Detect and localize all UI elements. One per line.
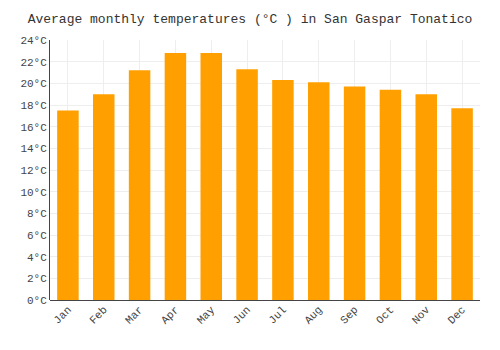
svg-text:14°C: 14°C bbox=[20, 143, 47, 155]
svg-text:12°C: 12°C bbox=[20, 165, 47, 177]
svg-text:4°C: 4°C bbox=[27, 252, 47, 264]
svg-text:24°C: 24°C bbox=[20, 35, 47, 47]
svg-text:8°C: 8°C bbox=[27, 208, 47, 220]
svg-text:Mar: Mar bbox=[123, 304, 145, 326]
svg-text:Feb: Feb bbox=[87, 304, 109, 326]
svg-text:6°C: 6°C bbox=[27, 230, 47, 242]
svg-text:Dec: Dec bbox=[446, 304, 468, 326]
svg-text:2°C: 2°C bbox=[27, 273, 47, 285]
svg-text:Average monthly temperatures (: Average monthly temperatures (°C ) in Sa… bbox=[28, 12, 473, 27]
svg-text:Aug: Aug bbox=[302, 304, 324, 326]
svg-text:May: May bbox=[195, 304, 218, 327]
svg-text:Jul: Jul bbox=[266, 304, 288, 326]
svg-text:Nov: Nov bbox=[410, 304, 433, 327]
svg-text:Oct: Oct bbox=[374, 304, 396, 326]
svg-text:Sep: Sep bbox=[338, 304, 360, 326]
svg-text:0°C: 0°C bbox=[27, 295, 47, 307]
svg-text:22°C: 22°C bbox=[20, 57, 47, 69]
svg-text:20°C: 20°C bbox=[20, 78, 47, 90]
svg-text:Apr: Apr bbox=[159, 304, 181, 326]
svg-text:Jun: Jun bbox=[231, 304, 253, 326]
svg-text:16°C: 16°C bbox=[20, 122, 47, 134]
svg-text:Jan: Jan bbox=[51, 304, 73, 326]
svg-text:18°C: 18°C bbox=[20, 100, 47, 112]
svg-text:10°C: 10°C bbox=[20, 187, 47, 199]
